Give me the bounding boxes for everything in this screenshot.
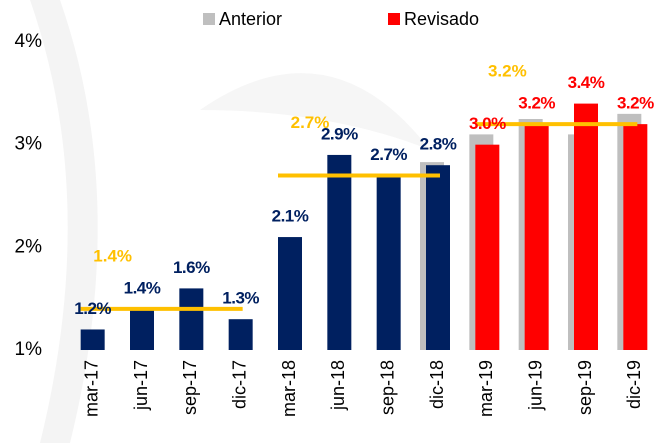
data-label: 3.4% xyxy=(568,73,605,92)
data-label: 1.3% xyxy=(222,289,259,308)
x-tick-label: mar-17 xyxy=(81,360,101,417)
x-tick-label: mar-18 xyxy=(279,360,299,417)
x-tick-label: jun-18 xyxy=(328,360,348,411)
x-tick-label: sep-17 xyxy=(180,360,200,415)
data-label: 1.4% xyxy=(124,278,161,297)
y-tick-label: 4% xyxy=(15,31,43,52)
bar xyxy=(228,319,253,350)
x-tick-label: dic-19 xyxy=(624,360,644,409)
x-tick-label: jun-17 xyxy=(131,360,151,411)
x-tick-label: jun-19 xyxy=(525,360,545,411)
background-shape xyxy=(200,73,430,150)
x-tick-label: dic-17 xyxy=(229,360,249,409)
data-label: 2.8% xyxy=(420,135,457,154)
legend-swatch xyxy=(203,13,215,25)
bar xyxy=(278,237,302,350)
y-tick-label: 1% xyxy=(15,339,43,360)
data-label: 3.0% xyxy=(469,114,506,133)
bar xyxy=(327,154,352,350)
data-label: 2.7% xyxy=(370,145,407,164)
data-label: 1.2% xyxy=(74,299,111,318)
legend-label: Anterior xyxy=(219,9,282,29)
bar xyxy=(376,175,401,350)
data-label: 3.2% xyxy=(617,94,654,113)
bar xyxy=(475,144,500,350)
y-tick-label: 3% xyxy=(15,134,43,155)
data-label: 1.6% xyxy=(173,258,210,277)
bar xyxy=(623,124,648,350)
data-label: 2.1% xyxy=(272,207,309,226)
y-tick-label: 2% xyxy=(15,236,43,257)
legend-swatch xyxy=(388,13,400,25)
x-tick-label: mar-19 xyxy=(476,360,496,417)
bar xyxy=(574,103,598,350)
bar xyxy=(80,329,105,350)
data-label: 3.2% xyxy=(518,94,555,113)
x-tick-label: sep-18 xyxy=(377,360,397,415)
data-label: 2.9% xyxy=(321,124,358,143)
legend-label: Revisado xyxy=(404,9,479,29)
x-tick-label: dic-18 xyxy=(427,360,447,409)
bar xyxy=(426,165,450,350)
average-label: 2.7% xyxy=(291,113,330,132)
average-label: 3.2% xyxy=(488,62,527,81)
x-tick-label: sep-19 xyxy=(575,360,595,415)
bar xyxy=(524,124,549,350)
average-label: 1.4% xyxy=(93,246,132,265)
bar xyxy=(179,288,204,350)
bar xyxy=(130,308,154,350)
